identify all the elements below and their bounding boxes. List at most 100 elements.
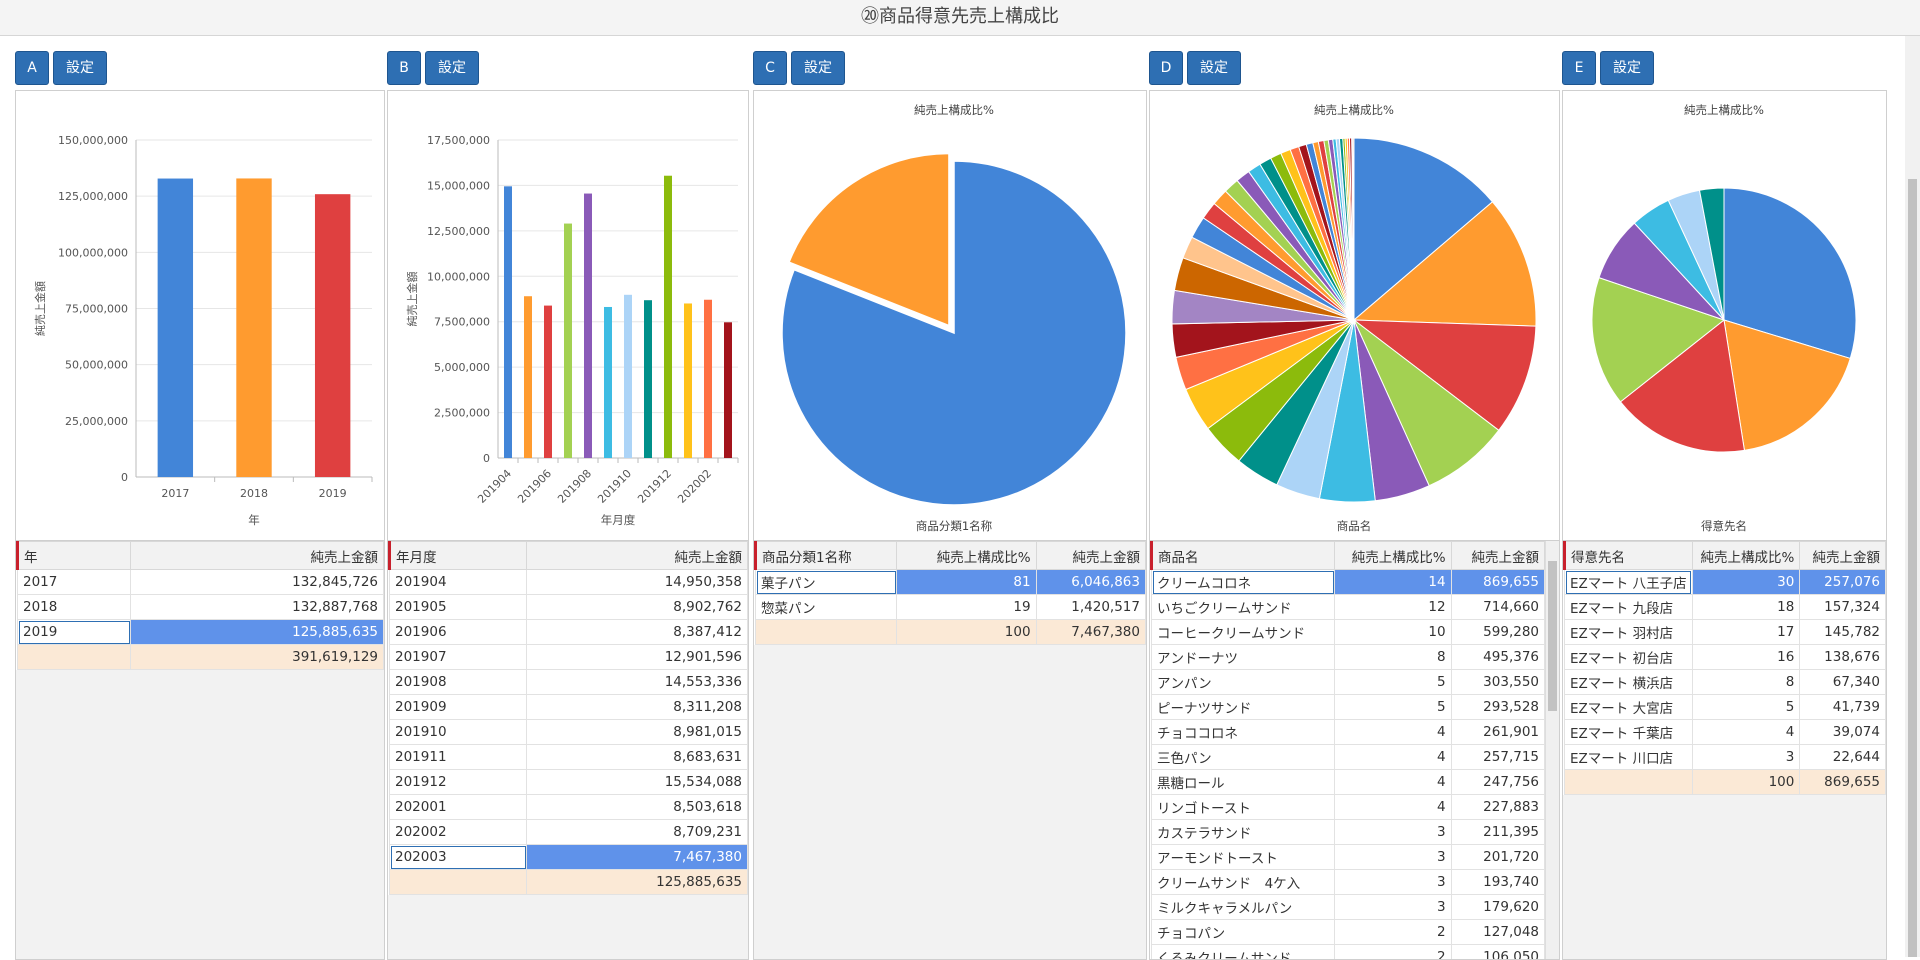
cell-product[interactable]: ピーナツサンド [1152, 695, 1335, 720]
panel-b-button[interactable]: B [387, 51, 421, 85]
cell-amount[interactable]: 303,550 [1451, 670, 1544, 695]
cell-customer[interactable]: EZマート 川口店 [1565, 745, 1693, 770]
cell-ratio[interactable]: 18 [1692, 595, 1800, 620]
cell-month[interactable]: 201912 [390, 770, 527, 795]
cell-amount[interactable]: 211,395 [1451, 820, 1544, 845]
cell-amount[interactable]: 22,644 [1800, 745, 1886, 770]
cell-amount[interactable]: 293,528 [1451, 695, 1544, 720]
cell-product[interactable]: チョコパン [1152, 920, 1335, 945]
col-header-amount[interactable]: 純売上金額 [527, 542, 748, 570]
cell-amount[interactable]: 12,901,596 [527, 645, 748, 670]
cell-customer[interactable]: EZマート 初台店 [1565, 645, 1693, 670]
cell-month[interactable]: 202001 [390, 795, 527, 820]
cell-ratio[interactable]: 8 [1335, 645, 1452, 670]
panel-d-setting-button[interactable]: 設定 [1187, 51, 1241, 85]
panel-b-setting-button[interactable]: 設定 [425, 51, 479, 85]
cell-amount[interactable]: 599,280 [1451, 620, 1544, 645]
cell-month[interactable]: 202002 [390, 820, 527, 845]
cell-amount[interactable]: 14,553,336 [527, 670, 748, 695]
col-header-ratio[interactable]: 純売上構成比% [897, 542, 1036, 570]
cell-ratio[interactable]: 30 [1692, 570, 1800, 595]
col-header-amount[interactable]: 純売上金額 [1036, 542, 1145, 570]
col-header-product[interactable]: 商品名 [1152, 542, 1335, 570]
cell-product[interactable]: 黒糖ロール [1152, 770, 1335, 795]
cell-ratio[interactable]: 2 [1335, 945, 1452, 960]
cell-ratio[interactable]: 12 [1335, 595, 1452, 620]
cell-ratio[interactable]: 5 [1335, 670, 1452, 695]
cell-month[interactable]: 201908 [390, 670, 527, 695]
cell-amount[interactable]: 106,050 [1451, 945, 1544, 960]
cell-ratio[interactable]: 3 [1692, 745, 1800, 770]
cell-ratio[interactable]: 2 [1335, 920, 1452, 945]
cell-ratio[interactable]: 14 [1335, 570, 1452, 595]
cell-category[interactable]: 惣菜パン [756, 595, 897, 620]
panel-e-button[interactable]: E [1562, 51, 1596, 85]
panel-c-button[interactable]: C [753, 51, 787, 85]
cell-month[interactable]: 201907 [390, 645, 527, 670]
cell-year[interactable]: 2018 [18, 595, 131, 620]
cell-amount[interactable]: 39,074 [1800, 720, 1886, 745]
cell-ratio[interactable]: 4 [1692, 720, 1800, 745]
cell-ratio[interactable]: 4 [1335, 795, 1452, 820]
cell-month[interactable]: 201905 [390, 595, 527, 620]
panel-a-button[interactable]: A [15, 51, 49, 85]
cell-amount[interactable]: 8,981,015 [527, 720, 748, 745]
cell-amount[interactable]: 257,076 [1800, 570, 1886, 595]
cell-product[interactable]: コーヒークリームサンド [1152, 620, 1335, 645]
cell-ratio[interactable]: 4 [1335, 745, 1452, 770]
cell-ratio[interactable]: 19 [897, 595, 1036, 620]
cell-amount[interactable]: 261,901 [1451, 720, 1544, 745]
panel-e-setting-button[interactable]: 設定 [1600, 51, 1654, 85]
cell-category[interactable]: 菓子パン [756, 570, 897, 595]
cell-ratio[interactable]: 16 [1692, 645, 1800, 670]
cell-amount[interactable]: 145,782 [1800, 620, 1886, 645]
cell-month[interactable]: 201904 [390, 570, 527, 595]
cell-month[interactable]: 201911 [390, 745, 527, 770]
cell-product[interactable]: くるみクリームサンド [1152, 945, 1335, 960]
cell-amount[interactable]: 8,311,208 [527, 695, 748, 720]
cell-product[interactable]: ミルクキャラメルパン [1152, 895, 1335, 920]
cell-amount[interactable]: 8,709,231 [527, 820, 748, 845]
grid-d-scrollbar[interactable] [1545, 541, 1559, 959]
cell-product[interactable]: チョココロネ [1152, 720, 1335, 745]
cell-amount[interactable]: 157,324 [1800, 595, 1886, 620]
cell-amount[interactable]: 8,387,412 [527, 620, 748, 645]
cell-product[interactable]: アンパン [1152, 670, 1335, 695]
cell-product[interactable]: 三色パン [1152, 745, 1335, 770]
cell-product[interactable]: いちごクリームサンド [1152, 595, 1335, 620]
cell-amount[interactable]: 7,467,380 [527, 845, 748, 870]
cell-amount[interactable]: 247,756 [1451, 770, 1544, 795]
cell-ratio[interactable]: 5 [1335, 695, 1452, 720]
cell-amount[interactable]: 1,420,517 [1036, 595, 1145, 620]
cell-ratio[interactable]: 5 [1692, 695, 1800, 720]
cell-ratio[interactable]: 17 [1692, 620, 1800, 645]
cell-amount[interactable]: 14,950,358 [527, 570, 748, 595]
col-header-customer[interactable]: 得意先名 [1565, 542, 1693, 570]
